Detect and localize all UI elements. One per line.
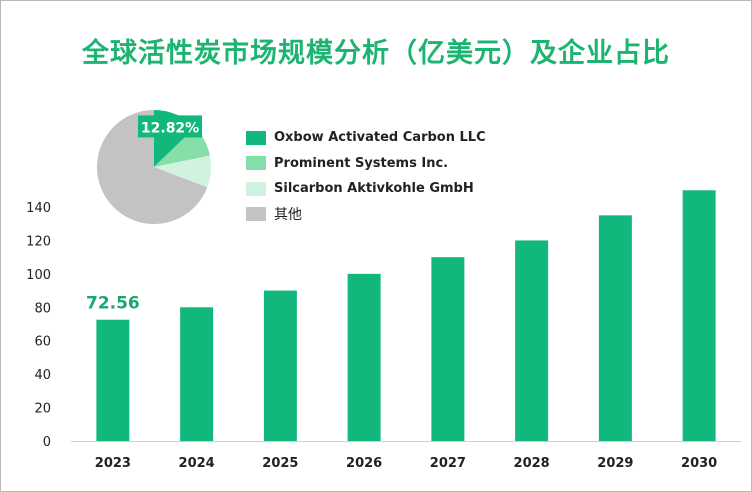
pie-label-background xyxy=(138,115,203,138)
y-tick-label: 60 xyxy=(34,335,51,350)
legend-item-silcarbon: Silcarbon Aktivkohle GmbH xyxy=(246,176,486,202)
legend-swatch-oxbow xyxy=(246,130,266,145)
x-tick-label: 2026 xyxy=(346,456,382,471)
legend-swatch-prominent xyxy=(246,156,266,171)
legend-item-other: 其他 xyxy=(246,202,486,228)
pie-data-label: 12.82% xyxy=(141,120,199,136)
legend-item-oxbow: Oxbow Activated Carbon LLC xyxy=(246,125,486,151)
legend-label-oxbow: Oxbow Activated Carbon LLC xyxy=(274,130,486,146)
legend-swatch-other xyxy=(246,207,266,222)
x-tick-label: 2025 xyxy=(262,456,298,471)
pie-slice-2 xyxy=(154,155,212,188)
x-tick-label: 2023 xyxy=(95,456,131,471)
y-tick-label: 120 xyxy=(26,234,51,249)
y-tick-label: 100 xyxy=(26,268,51,283)
x-tick-label: 2027 xyxy=(430,456,466,471)
bar-2026 xyxy=(347,273,381,441)
chart-title: 全球活性炭市场规模分析（亿美元）及企业占比 xyxy=(82,38,670,69)
y-tick-label: 20 xyxy=(34,402,51,417)
bar-2027 xyxy=(431,257,465,441)
x-tick-label: 2024 xyxy=(179,456,215,471)
legend-swatch-silcarbon xyxy=(246,181,266,196)
bar-2024 xyxy=(180,307,214,441)
bar-2028 xyxy=(515,240,549,441)
bar-2023 xyxy=(96,319,130,441)
legend-label-silcarbon: Silcarbon Aktivkohle GmbH xyxy=(274,181,474,197)
y-tick-label: 0 xyxy=(43,435,51,450)
y-tick-label: 40 xyxy=(34,368,51,383)
legend-label-other: 其他 xyxy=(274,207,302,224)
bar-2029 xyxy=(598,215,632,441)
legend-label-prominent: Prominent Systems Inc. xyxy=(274,155,449,171)
y-tick-label: 140 xyxy=(26,201,51,216)
pie-slice-3 xyxy=(97,110,208,224)
legend-item-prominent: Prominent Systems Inc. xyxy=(246,151,486,177)
x-tick-label: 2028 xyxy=(514,456,550,471)
y-tick-label: 80 xyxy=(34,301,51,316)
bar-2025 xyxy=(263,290,297,441)
bar-2030 xyxy=(682,190,716,441)
x-tick-label: 2030 xyxy=(681,456,717,471)
x-tick-label: 2029 xyxy=(597,456,633,471)
legend: Oxbow Activated Carbon LLC Prominent Sys… xyxy=(246,125,486,227)
bar-data-label: 72.56 xyxy=(86,294,140,314)
